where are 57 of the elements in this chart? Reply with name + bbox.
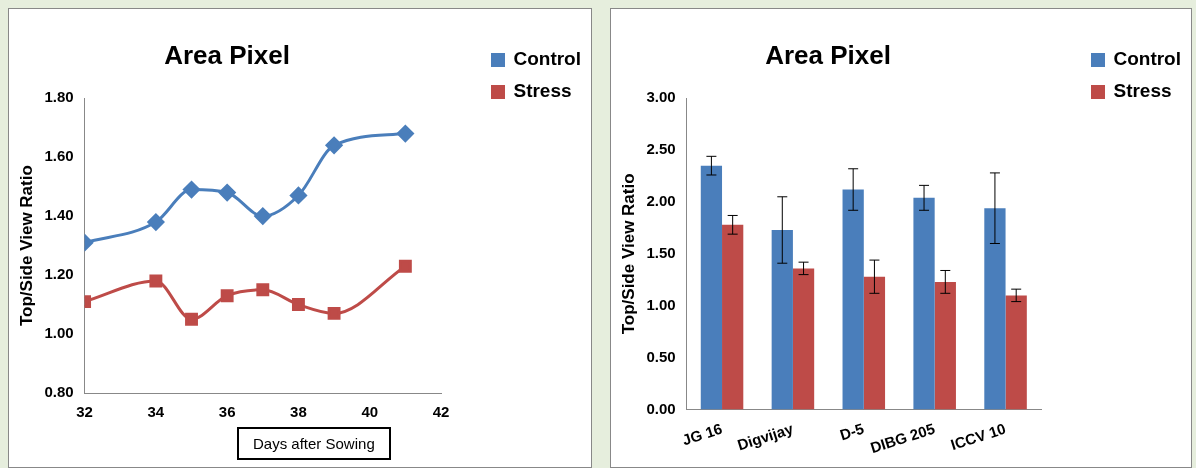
point	[218, 184, 236, 202]
point	[256, 283, 270, 297]
y-tick-label: 2.00	[646, 192, 676, 210]
x-tick-label: 42	[432, 403, 450, 421]
x-tick-label: Digvijay	[735, 419, 796, 454]
y-tick-label: 2.50	[646, 140, 676, 158]
x-axis-title: Days after Sowing	[237, 427, 391, 460]
y-tick-label: 3.00	[646, 88, 676, 106]
legend-label: Control	[1112, 47, 1181, 71]
x-tick-label: 34	[147, 403, 165, 421]
y-tick-label: 0.80	[44, 383, 74, 401]
bar	[863, 276, 886, 410]
point	[254, 207, 272, 225]
y-tick-label: 1.50	[646, 244, 676, 262]
point	[185, 312, 198, 326]
x-tick-label: ICCV 10	[948, 419, 1008, 454]
point	[327, 306, 341, 320]
x-tick-label: D-5	[837, 419, 866, 444]
x-tick-label: 32	[76, 403, 93, 421]
legend-label: Stress	[512, 79, 573, 103]
bar	[700, 165, 723, 410]
legend-label: Stress	[1112, 79, 1173, 103]
bar	[722, 224, 744, 410]
x-tick-label: JG 16	[680, 419, 725, 449]
bar	[984, 208, 1006, 410]
point	[398, 259, 412, 273]
y-tick-label: 1.00	[646, 295, 676, 313]
point	[291, 298, 305, 312]
y-tick-label: 0.00	[646, 399, 676, 417]
y-tick-label: 1.40	[44, 206, 74, 224]
y-tick-label: 0.50	[646, 347, 676, 365]
point	[220, 289, 234, 303]
x-tick-label: 40	[361, 403, 379, 421]
y-axis-title: Top/Side View Ratio	[618, 173, 638, 335]
chart-title: Area Pixel	[164, 39, 290, 70]
x-tick-label: DIBG 205	[868, 419, 937, 457]
point	[147, 213, 165, 231]
point	[183, 181, 201, 199]
y-tick-label: 1.00	[44, 324, 74, 342]
y-tick-label: 1.60	[44, 147, 74, 165]
legend-label: Control	[512, 47, 581, 71]
chart-title: Area Pixel	[765, 39, 891, 70]
bar	[934, 281, 956, 410]
bar	[771, 230, 793, 410]
y-tick-label: 1.20	[44, 265, 74, 283]
point	[396, 125, 414, 143]
x-tick-label: 36	[218, 403, 236, 421]
point	[289, 186, 307, 204]
x-tick-label: 38	[290, 403, 307, 421]
bar	[792, 268, 815, 410]
y-axis-title: Top/Side View Ratio	[16, 165, 36, 327]
bar	[842, 189, 864, 410]
bar	[913, 197, 935, 410]
point	[325, 136, 343, 154]
bar	[1005, 295, 1027, 410]
y-tick-label: 1.80	[44, 88, 74, 106]
point	[149, 274, 163, 288]
